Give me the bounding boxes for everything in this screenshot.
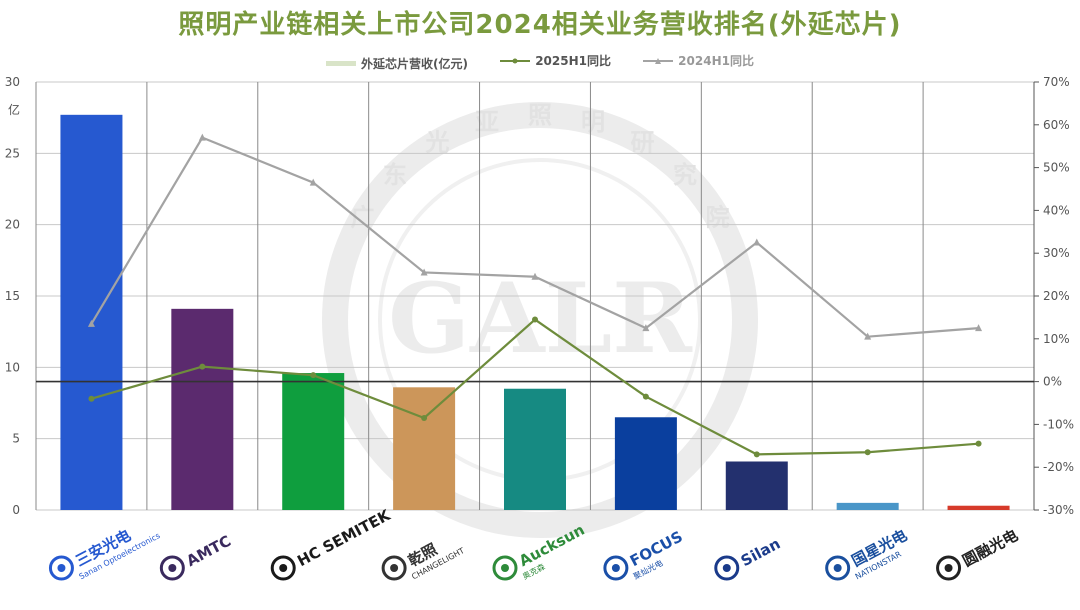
series-2025h1-point xyxy=(310,372,317,379)
y-right-tick-label: 70% xyxy=(1043,75,1070,89)
watermark-ring-char: 院 xyxy=(706,204,730,232)
y-left-unit: 亿 xyxy=(8,102,20,117)
y-left-tick-label: 30 xyxy=(5,75,20,89)
bar xyxy=(60,114,123,511)
watermark-ring xyxy=(322,102,758,538)
series-2024h1-point xyxy=(642,324,650,332)
series-2025h1-point xyxy=(975,440,982,447)
y-right-tick-label: 50% xyxy=(1043,161,1070,175)
svg-text:圆融光电: 圆融光电 xyxy=(960,526,1021,570)
y-right-tick-label: -20% xyxy=(1043,460,1074,474)
y-left-tick-label: 20 xyxy=(5,218,20,232)
series-2024h1-point xyxy=(975,324,983,332)
bar xyxy=(282,373,345,510)
y-left-tick-label: 10 xyxy=(5,360,20,374)
series-2024h1-point xyxy=(420,268,428,276)
y-left-tick-label: 25 xyxy=(5,146,20,160)
series-2024h1-point xyxy=(198,133,206,141)
series-2025h1-point xyxy=(421,414,428,421)
y-right-tick-label: 20% xyxy=(1043,289,1070,303)
watermark-ring-char: 研 xyxy=(631,128,655,156)
series-2024h1-point xyxy=(864,332,872,340)
y-right-tick-label: 60% xyxy=(1043,118,1070,132)
y-right-tick-label: 30% xyxy=(1043,246,1070,260)
legend-item-2024: 2024H1同比 xyxy=(643,52,754,69)
bar xyxy=(504,388,566,510)
series-2025h1-point xyxy=(753,451,760,458)
legend-item-bars: 外延芯片营收(亿元) xyxy=(326,55,468,72)
watermark-ring-char: 光 xyxy=(425,128,450,156)
legend-label-bars: 外延芯片营收(亿元) xyxy=(361,56,468,71)
watermark-ring-char: 照 xyxy=(528,101,552,129)
series-2025h1-point xyxy=(199,363,206,370)
y-left-tick-label: 0 xyxy=(12,503,20,517)
svg-text:AMTC: AMTC xyxy=(183,532,234,570)
y-right-tick-label: 40% xyxy=(1043,203,1070,217)
legend-label-2024: 2024H1同比 xyxy=(678,54,754,68)
watermark-ring-char: 东 xyxy=(383,161,407,189)
svg-text:HC SEMITEK: HC SEMITEK xyxy=(294,505,394,570)
legend-swatch-2025 xyxy=(500,58,531,63)
watermark-ring-char: 广 xyxy=(350,204,374,232)
watermark-text: GALR xyxy=(388,262,693,375)
series-2025h1-point xyxy=(642,393,649,400)
y-left-tick-label: 15 xyxy=(5,289,20,303)
y-right-tick-label: 10% xyxy=(1043,332,1070,346)
watermark-ring-char: 亚 xyxy=(475,108,499,136)
y-right-tick-label: -10% xyxy=(1043,417,1074,431)
legend-item-2025: 2025H1同比 xyxy=(500,52,611,69)
legend-label-2025: 2025H1同比 xyxy=(535,54,611,68)
bar xyxy=(614,417,677,510)
watermark-ring-char: 明 xyxy=(581,108,605,136)
series-2024h1-point xyxy=(753,238,761,246)
chart-title: 照明产业链相关上市公司2024相关业务营收排名(外延芯片) xyxy=(178,10,902,40)
company-logo: Silan xyxy=(714,535,783,581)
company-logo: HC SEMITEK xyxy=(270,505,394,581)
y-right-tick-label: -30% xyxy=(1043,503,1074,517)
legend-swatch-2024 xyxy=(643,57,674,64)
bar xyxy=(725,461,788,510)
bar xyxy=(393,387,456,510)
legend: 外延芯片营收(亿元) 2025H1同比 2024H1同比 xyxy=(0,52,1080,72)
series-2024h1-point xyxy=(87,319,95,327)
bar xyxy=(947,505,1010,510)
svg-text:Silan: Silan xyxy=(738,535,783,571)
series-2025h1-point xyxy=(864,449,871,456)
series-2025h1-point xyxy=(88,395,95,402)
company-logo: 圆融光电 xyxy=(936,526,1021,581)
bar xyxy=(836,502,899,510)
series-2024h1-point xyxy=(531,272,539,280)
watermark-ring-char: 究 xyxy=(673,161,697,189)
series-2024h1-point xyxy=(309,178,317,186)
legend-swatch-bars xyxy=(326,60,357,66)
bar xyxy=(171,308,234,510)
y-right-tick-label: 0% xyxy=(1043,375,1062,389)
company-logo: AMTC xyxy=(159,532,234,581)
y-left-tick-label: 5 xyxy=(12,432,20,446)
series-2025h1-point xyxy=(532,316,538,323)
